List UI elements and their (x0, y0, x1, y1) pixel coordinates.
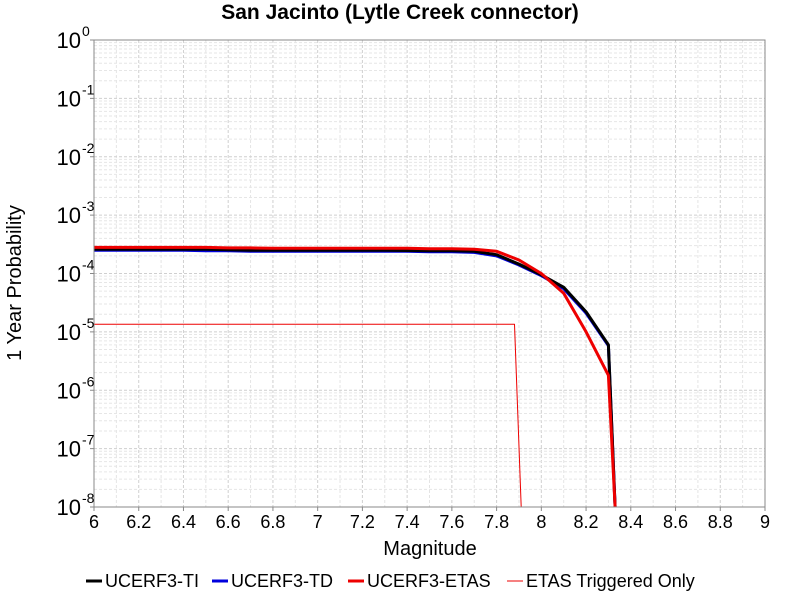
x-axis-label: Magnitude (383, 538, 476, 560)
y-tick-label: 10 (57, 262, 81, 287)
y-tick-exponent: -4 (82, 257, 95, 273)
series-line-ucerf3-etas (94, 245, 617, 508)
x-tick-label: 8.4 (618, 512, 643, 532)
x-tick-label: 6.4 (171, 512, 196, 532)
y-tick-label: 10 (57, 203, 81, 228)
x-tick-label: 8 (536, 512, 546, 532)
y-tick-label: 10 (57, 378, 81, 403)
legend-entry: UCERF3-ETAS (367, 571, 491, 591)
series-group (94, 245, 617, 508)
legend-entry: ETAS Triggered Only (526, 571, 695, 591)
x-tick-label: 8.6 (663, 512, 688, 532)
y-tick-exponent: -8 (82, 490, 95, 506)
y-tick-exponent: -3 (82, 198, 95, 214)
y-axis-label: 1 Year Probability (4, 205, 26, 361)
y-tick-exponent: -2 (82, 140, 95, 156)
x-tick-label: 6.6 (216, 512, 241, 532)
y-tick-label: 10 (57, 495, 81, 520)
y-tick-label: 10 (57, 437, 81, 462)
x-tick-label: 8.2 (574, 512, 599, 532)
x-tick-label: 7.4 (395, 512, 420, 532)
x-tick-label: 9 (760, 512, 770, 532)
legend: UCERF3-TI UCERF3-TD UCERF3-ETAS ETAS Trigge… (86, 571, 695, 591)
y-tick-label: 10 (57, 145, 81, 170)
x-ticks: 6 6.2 6.4 6.6 6.8 7 7.2 7.4 7.6 7.8 8 8.2 8.4 8.6 8.8 9 (89, 507, 770, 532)
y-tick-exponent: -6 (82, 373, 95, 389)
y-tick-exponent: -1 (82, 81, 95, 97)
legend-entry: UCERF3-TI (105, 571, 199, 591)
y-tick-exponent: 0 (82, 23, 90, 39)
y-tick-label: 10 (57, 86, 81, 111)
legend-entry: UCERF3-TD (231, 571, 333, 591)
x-tick-label: 7.2 (350, 512, 375, 532)
x-tick-label: 6.8 (260, 512, 285, 532)
x-tick-label: 7 (313, 512, 323, 532)
x-tick-label: 6.2 (126, 512, 151, 532)
x-tick-label: 7.6 (439, 512, 464, 532)
x-tick-label: 7.8 (484, 512, 509, 532)
y-tick-exponent: -7 (82, 432, 95, 448)
x-tick-label: 8.8 (708, 512, 733, 532)
y-tick-label: 10 (57, 28, 81, 53)
series-line-etas-triggered-only (94, 323, 522, 508)
x-tick-label: 6 (89, 512, 99, 532)
y-tick-label: 10 (57, 320, 81, 345)
chart-title: San Jacinto (Lytle Creek connector) (221, 1, 578, 24)
y-tick-exponent: -5 (82, 315, 95, 331)
